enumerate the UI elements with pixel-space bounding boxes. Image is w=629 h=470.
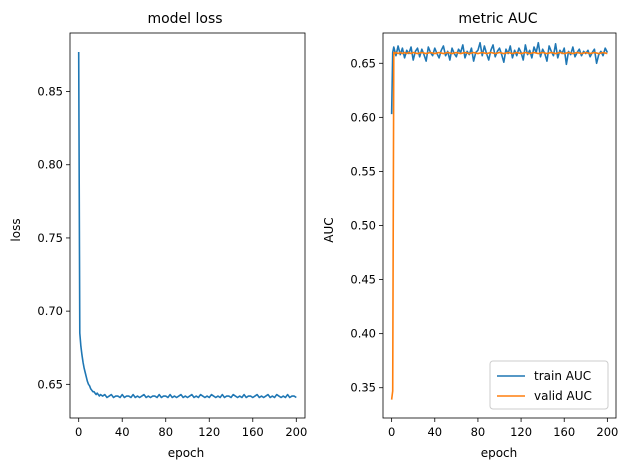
auc-chart-frame (382, 32, 617, 419)
auc-chart-xlabel: epoch (481, 446, 518, 460)
loss-chart-ytick-label: 0.70 (37, 304, 63, 318)
auc-chart-ytick-label: 0.50 (350, 219, 376, 233)
loss-chart-xtick-label: 40 (115, 425, 130, 439)
auc-chart-ytick-label: 0.65 (350, 56, 376, 70)
auc-chart-ytick-label: 0.35 (350, 381, 376, 395)
loss-chart: model loss epoch loss 0 40 80 120 160 200 0.65… (9, 11, 307, 460)
auc-legend-box (489, 360, 609, 410)
auc-legend: train AUC valid AUC (489, 360, 609, 410)
auc-chart-ytick-label: 0.60 (350, 110, 376, 124)
loss-chart-xtick-label: 200 (285, 425, 307, 439)
loss-chart-frame (69, 32, 306, 419)
loss-chart-title: model loss (147, 11, 222, 27)
loss-chart-xtick-label: 160 (242, 425, 264, 439)
auc-chart-line-valid-auc (390, 51, 608, 400)
auc-chart-ytick-label: 0.55 (350, 164, 376, 178)
loss-chart-lines (77, 52, 297, 399)
auc-chart-xtick-label: 160 (553, 425, 575, 439)
loss-chart-xlabel: epoch (168, 446, 205, 460)
auc-chart-ytick-label: 0.40 (350, 327, 376, 341)
auc-chart-xtick-label: 40 (427, 425, 442, 439)
loss-chart-ytick-label: 0.80 (37, 158, 63, 172)
loss-chart-xtick-label: 80 (158, 425, 173, 439)
loss-chart-ticks: 0 40 80 120 160 200 0.65 0.70 0.75 0.80 0.85 (37, 85, 307, 439)
auc-chart-ylabel: AUC (322, 217, 336, 242)
auc-chart-title: metric AUC (458, 11, 537, 27)
loss-chart-ytick-label: 0.85 (37, 85, 63, 99)
auc-chart-xtick-label: 0 (388, 425, 395, 439)
loss-chart-ytick-label: 0.75 (37, 231, 63, 245)
auc-chart-ytick-label: 0.45 (350, 273, 376, 287)
auc-chart-xtick-label: 80 (471, 425, 486, 439)
auc-legend-label-train: train AUC (534, 369, 591, 383)
auc-chart-ticks: 0 40 80 120 160 200 0.35 0.40 0.45 0.50 0.55 0.60 0.… (350, 56, 618, 439)
auc-chart-xtick-label: 120 (510, 425, 532, 439)
loss-chart-ylabel: loss (9, 218, 23, 241)
loss-chart-ytick-label: 0.65 (37, 377, 63, 391)
loss-chart-line-series-0 (77, 52, 297, 399)
loss-chart-xtick-label: 0 (75, 425, 82, 439)
auc-legend-label-valid: valid AUC (534, 389, 592, 403)
auc-chart: metric AUC epoch AUC 0 40 80 120 160 2000.350… (322, 11, 618, 460)
auc-chart-lines (390, 41, 609, 400)
auc-chart-xtick-label: 200 (596, 425, 618, 439)
loss-chart-xtick-label: 120 (198, 425, 220, 439)
